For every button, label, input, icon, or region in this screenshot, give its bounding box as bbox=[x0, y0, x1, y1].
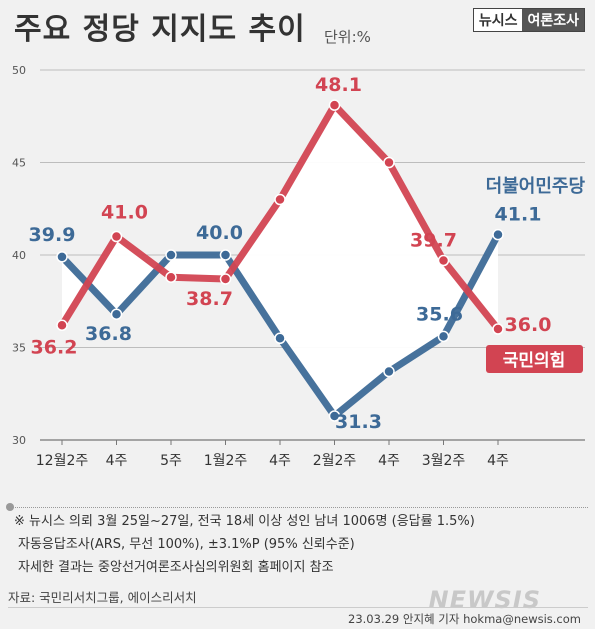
data-label: 41.1 bbox=[495, 204, 542, 226]
series-name-2-box bbox=[486, 345, 583, 373]
data-label: 36.8 bbox=[85, 323, 132, 345]
data-point bbox=[437, 254, 450, 267]
data-point bbox=[219, 273, 232, 285]
data-label: 39.9 bbox=[29, 224, 76, 246]
credit: 23.03.29 안지혜 기자 hokma@newsis.com bbox=[348, 612, 581, 626]
data-label: 48.1 bbox=[315, 74, 362, 96]
data-point bbox=[383, 156, 395, 169]
notes-divider bbox=[8, 507, 588, 508]
x-tick-label: 4주 bbox=[269, 453, 291, 469]
x-tick-label: 1월2주 bbox=[204, 453, 248, 469]
x-tick-label: 12월2주 bbox=[36, 453, 89, 469]
data-label: 38.7 bbox=[186, 288, 233, 310]
data-point bbox=[274, 193, 286, 206]
data-point bbox=[437, 330, 450, 343]
data-point bbox=[492, 228, 504, 241]
note-line-2: 자동응답조사(ARS, 무선 100%), ±3.1%P (95% 신뢰수준) bbox=[18, 537, 355, 552]
data-point bbox=[219, 249, 232, 261]
series-name-2: 국민의힘 bbox=[503, 350, 566, 371]
y-tick-label: 35 bbox=[12, 342, 26, 355]
data-label: 39.7 bbox=[410, 230, 457, 252]
brand-right: 여론조사 bbox=[522, 9, 584, 31]
x-tick-label: 4주 bbox=[106, 453, 128, 469]
data-point bbox=[328, 410, 341, 422]
line-chart: 30 35 40 45 50 12월2주 4주 5주 1월2주 4주 2월2주 4주 3월2주 4주 39.… bbox=[12, 64, 586, 469]
data-label: 36.0 bbox=[505, 314, 552, 336]
data-label: 31.3 bbox=[335, 411, 382, 433]
y-tick-label: 45 bbox=[12, 157, 26, 170]
data-point bbox=[110, 308, 123, 320]
note-line-1: ※ 뉴시스 의뢰 3월 25일~27일, 전국 18세 이상 성인 남녀 100… bbox=[14, 514, 475, 529]
x-tick-label: 4주 bbox=[487, 453, 509, 469]
series-name-1: 더불어민주당 bbox=[486, 176, 586, 197]
data-point bbox=[328, 99, 341, 111]
brand-left: 뉴시스 bbox=[473, 9, 523, 31]
brand-badge: 뉴시스 여론조사 bbox=[472, 8, 585, 32]
data-label: 36.2 bbox=[31, 336, 78, 358]
x-tick-label: 5주 bbox=[160, 453, 182, 469]
data-point bbox=[56, 319, 68, 332]
x-tick-label: 3월2주 bbox=[422, 453, 466, 469]
x-tick-label: 4주 bbox=[378, 453, 400, 469]
data-point bbox=[165, 249, 177, 261]
data-point bbox=[274, 332, 286, 344]
footer-divider bbox=[8, 607, 588, 608]
y-tick-label: 30 bbox=[12, 434, 26, 447]
y-tick-label: 50 bbox=[12, 64, 26, 77]
band-fill bbox=[62, 105, 498, 416]
source: 자료: 국민리서치그룹, 에이스리서치 bbox=[8, 590, 197, 605]
data-point bbox=[110, 230, 123, 243]
data-label: 41.0 bbox=[101, 202, 148, 224]
unit-label: 단위:% bbox=[324, 28, 371, 46]
notes: ※ 뉴시스 의뢰 3월 25일~27일, 전국 18세 이상 성인 남녀 100… bbox=[14, 510, 584, 579]
data-label: 40.0 bbox=[196, 222, 243, 244]
data-point bbox=[383, 365, 395, 378]
x-tick-label: 2월2주 bbox=[313, 453, 357, 469]
data-point bbox=[165, 271, 177, 283]
chart-title: 주요 정당 지지도 추이 bbox=[14, 12, 306, 47]
watermark: NEWSIS bbox=[428, 586, 541, 614]
y-tick-label: 40 bbox=[12, 249, 26, 262]
data-point bbox=[492, 323, 504, 335]
data-label: 35.6 bbox=[416, 303, 463, 325]
note-line-3: 자세한 결과는 중앙선거여론조사심의위원회 홈페이지 참조 bbox=[18, 560, 334, 575]
data-point bbox=[56, 251, 68, 263]
